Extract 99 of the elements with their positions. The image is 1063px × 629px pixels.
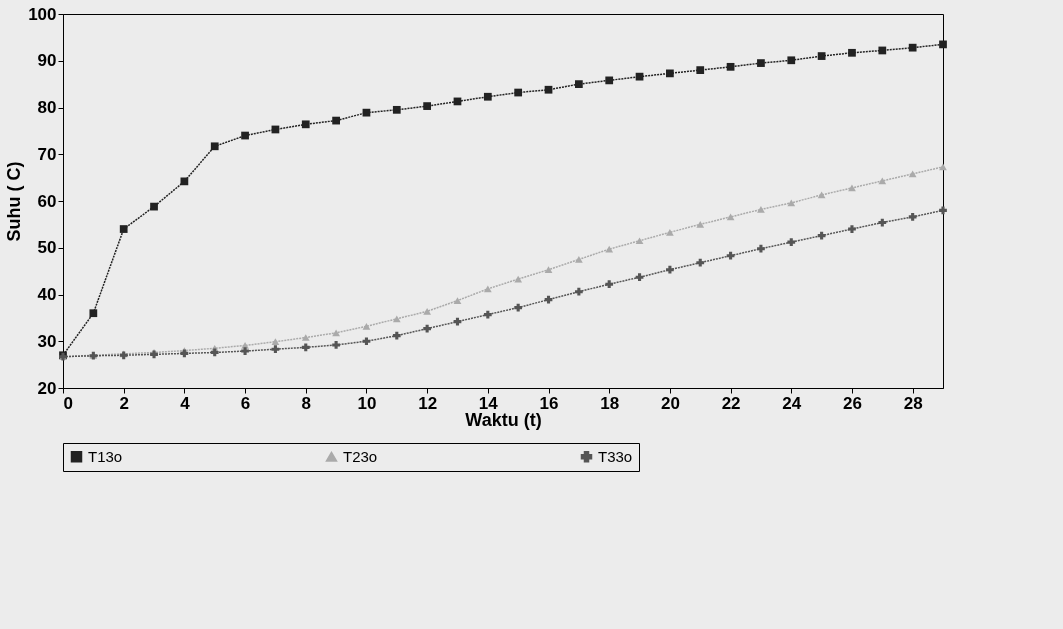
point — [908, 43, 917, 52]
y-tick-label: 40 — [37, 285, 57, 304]
point — [878, 46, 887, 55]
x-tick-label: 28 — [903, 393, 923, 413]
point — [635, 237, 644, 245]
point — [878, 218, 887, 227]
point — [271, 338, 280, 346]
y-tick-label: 70 — [37, 144, 57, 164]
x-tick-label: 4 — [180, 393, 191, 413]
x-tick-label: 0 — [63, 393, 73, 413]
point — [544, 266, 553, 274]
point — [241, 347, 249, 355]
point — [332, 116, 340, 125]
point — [757, 206, 765, 213]
point — [271, 345, 280, 354]
point — [726, 62, 735, 71]
point — [453, 297, 462, 304]
point — [696, 258, 705, 267]
point — [635, 72, 644, 81]
point — [908, 213, 917, 221]
y-tick-label: 20 — [37, 378, 57, 398]
point — [666, 228, 674, 236]
x-tick-label: 24 — [782, 393, 802, 413]
x-tick-label: 12 — [418, 393, 438, 413]
point — [908, 170, 917, 178]
point — [696, 66, 705, 74]
point — [332, 341, 340, 349]
point — [605, 76, 614, 85]
point — [574, 256, 583, 263]
point — [119, 225, 128, 233]
point — [210, 348, 219, 357]
point — [666, 69, 674, 78]
y-tick-label: 30 — [37, 331, 57, 351]
point — [423, 102, 432, 110]
point — [939, 206, 947, 215]
point — [787, 238, 796, 247]
point — [878, 177, 887, 185]
point — [362, 322, 371, 330]
point — [939, 40, 947, 49]
point — [848, 184, 856, 192]
point — [301, 343, 310, 352]
x-tick-label: 10 — [357, 393, 377, 413]
legend-label: T13o — [88, 447, 123, 465]
point — [848, 48, 856, 57]
point — [150, 202, 158, 211]
point — [726, 213, 735, 221]
point — [210, 142, 219, 151]
x-tick-label: 16 — [539, 393, 559, 413]
x-tick-label: 20 — [660, 393, 680, 413]
point — [544, 295, 553, 304]
point — [848, 225, 856, 233]
point — [392, 331, 401, 340]
point — [423, 307, 432, 315]
point — [696, 221, 705, 228]
point — [241, 131, 249, 140]
point — [757, 59, 765, 67]
point — [180, 177, 189, 186]
y-tick-label: 50 — [37, 238, 57, 258]
point — [332, 329, 340, 337]
point — [605, 280, 614, 289]
x-tick-label: 18 — [600, 393, 620, 413]
point — [635, 273, 644, 282]
y-tick-label: 100 — [28, 4, 57, 24]
point — [544, 85, 553, 94]
x-tick-label: 2 — [119, 393, 129, 413]
y-tick-label: 60 — [37, 191, 57, 211]
point — [483, 285, 492, 293]
point — [89, 309, 98, 318]
y-axis-title: Suhu ( C) — [4, 161, 25, 242]
x-tick-label: 22 — [721, 393, 741, 413]
y-tick-label: 90 — [37, 51, 57, 71]
point — [423, 324, 432, 333]
point — [787, 199, 796, 207]
point — [362, 108, 371, 117]
point — [817, 52, 826, 60]
point — [362, 337, 371, 346]
point — [666, 265, 674, 274]
point — [483, 310, 492, 319]
legend-label: T33o — [598, 447, 633, 465]
point — [726, 251, 735, 260]
x-tick-label: 8 — [301, 393, 311, 413]
point — [787, 56, 796, 65]
point — [514, 303, 523, 312]
point — [301, 120, 310, 129]
point — [301, 334, 310, 341]
x-tick-label: 6 — [240, 393, 251, 413]
point — [392, 315, 401, 323]
point — [757, 244, 765, 253]
point — [605, 245, 614, 253]
legend-label: T23o — [343, 447, 378, 465]
point — [483, 92, 492, 101]
point — [574, 80, 583, 88]
point — [574, 287, 583, 296]
point — [392, 105, 401, 114]
point — [939, 163, 947, 171]
x-tick-label: 26 — [843, 393, 862, 413]
point — [514, 88, 523, 97]
y-tick-label: 80 — [37, 98, 57, 117]
point — [817, 191, 826, 199]
